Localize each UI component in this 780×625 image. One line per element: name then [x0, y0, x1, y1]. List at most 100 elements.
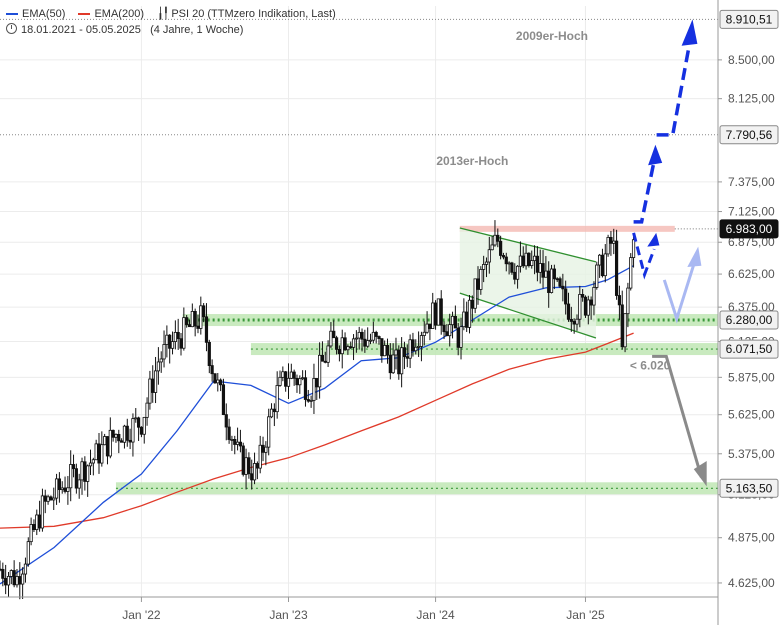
candle-body-81 [227, 426, 231, 440]
candle-body-28 [77, 479, 81, 489]
candle-body-32 [88, 462, 93, 467]
annotation-1: 2013er-Hoch [436, 154, 508, 168]
candle-body-29 [80, 461, 84, 481]
candle-body-86 [241, 445, 245, 475]
candle-body-129 [363, 338, 367, 347]
y-tick-label-11: 7.375,00 [728, 175, 775, 189]
candle-body-72 [202, 305, 206, 318]
candle-body-47 [131, 418, 135, 443]
candle-body-97 [272, 408, 276, 413]
level-label-1: 7.790,56 [726, 128, 773, 142]
candle-body-84 [235, 441, 240, 445]
legend-ema200[interactable]: EMA(200) [78, 8, 144, 20]
candle-body-130 [366, 340, 370, 347]
candle-body-12 [32, 524, 36, 531]
candle-body-26 [71, 464, 76, 470]
candle-body-59 [165, 334, 169, 345]
candle-body-192 [541, 263, 545, 278]
candle-body-182 [513, 271, 517, 280]
candle-body-141 [397, 349, 401, 375]
candle-body-113 [318, 354, 322, 388]
candle-body-16 [43, 495, 47, 502]
y-tick-label-3: 5.375,00 [728, 447, 775, 461]
annotation-2: < 6.020 [630, 358, 671, 372]
candle-body-187 [527, 252, 531, 267]
candle-body-93 [261, 444, 265, 453]
forecast-arrowhead-3 [647, 232, 660, 247]
legend-row-series: EMA(50) EMA(200) ╽╿ PSI 20 (TTMzero Indik… [6, 6, 346, 22]
candle-body-147 [414, 346, 418, 352]
candle-body-173 [487, 249, 491, 263]
candle-body-63 [176, 332, 180, 340]
price-candles [0, 220, 636, 600]
candle-body-88 [247, 457, 251, 475]
clock-icon [6, 23, 17, 34]
forecast-arrowhead-2 [681, 19, 698, 46]
candle-body-138 [388, 354, 392, 374]
candle-body-123 [346, 346, 350, 351]
candle-body-80 [224, 414, 228, 428]
legend-ema200-label: EMA(200) [94, 8, 144, 20]
candle-body-57 [159, 358, 163, 363]
candle-body-4 [9, 570, 13, 577]
candle-body-60 [168, 334, 172, 349]
candle-body-197 [555, 278, 559, 281]
candle-body-142 [400, 347, 404, 375]
chart-legend: EMA(50) EMA(200) ╽╿ PSI 20 (TTMzero Indik… [6, 6, 346, 38]
candle-body-107 [301, 377, 305, 380]
candle-body-143 [402, 347, 407, 358]
candle-body-40 [111, 429, 115, 438]
level-label-box-3 [719, 310, 779, 330]
candle-body-85 [238, 441, 243, 447]
candle-body-56 [156, 361, 160, 372]
candle-body-98 [275, 385, 279, 413]
candle-body-169 [476, 278, 480, 290]
candle-body-103 [289, 371, 293, 379]
candle-body-13 [35, 514, 39, 531]
legend-duration: (4 Jahre, 1 Woche) [150, 24, 244, 36]
candle-body-95 [267, 416, 271, 448]
candle-body-133 [374, 331, 378, 337]
candle-body-161 [453, 315, 457, 329]
candlestick-icon: ╽╿ [157, 8, 169, 20]
candle-body-65 [182, 317, 186, 349]
candle-body-115 [323, 360, 327, 363]
candle-body-140 [394, 349, 398, 356]
candle-body-149 [419, 335, 424, 347]
legend-ema50[interactable]: EMA(50) [6, 8, 65, 20]
candle-body-158 [445, 331, 449, 337]
x-tick-label-3: Jan '25 [566, 608, 605, 622]
candle-body-67 [187, 324, 192, 328]
legend-instrument[interactable]: ╽╿ PSI 20 (TTMzero Indikation, Last) [157, 8, 336, 20]
candle-body-110 [309, 399, 313, 402]
candle-body-92 [258, 444, 262, 469]
candle-body-25 [69, 464, 73, 489]
candle-body-166 [467, 299, 472, 328]
candle-body-99 [278, 376, 282, 386]
y-tick-label-10: 7.125,00 [728, 205, 775, 219]
candle-body-105 [295, 377, 299, 386]
candle-body-6 [15, 576, 19, 586]
candle-body-165 [465, 311, 469, 328]
ema50-swatch [6, 13, 18, 16]
legend-ema50-label: EMA(50) [22, 8, 66, 20]
candle-body-168 [473, 278, 477, 309]
candle-body-210 [592, 287, 596, 306]
y-tick-label-5: 5.875,00 [728, 370, 775, 384]
forecast-arrowhead-5 [693, 461, 707, 487]
candle-body-199 [561, 285, 565, 290]
level-label-3: 6.280,00 [726, 313, 773, 327]
candle-body-122 [343, 337, 347, 351]
candle-body-31 [86, 465, 90, 482]
candle-body-132 [371, 331, 375, 341]
candle-body-0 [0, 568, 2, 571]
candle-body-109 [306, 399, 310, 402]
candle-body-157 [442, 324, 446, 333]
candle-body-3 [6, 576, 11, 586]
candle-body-10 [26, 541, 30, 565]
forecast-path-3 [632, 232, 656, 280]
candle-body-163 [459, 326, 463, 348]
x-axis: Jan '22 Jan '23 Jan '24 Jan '25 [0, 596, 718, 622]
candle-body-217 [612, 240, 616, 244]
candle-body-162 [456, 327, 460, 348]
